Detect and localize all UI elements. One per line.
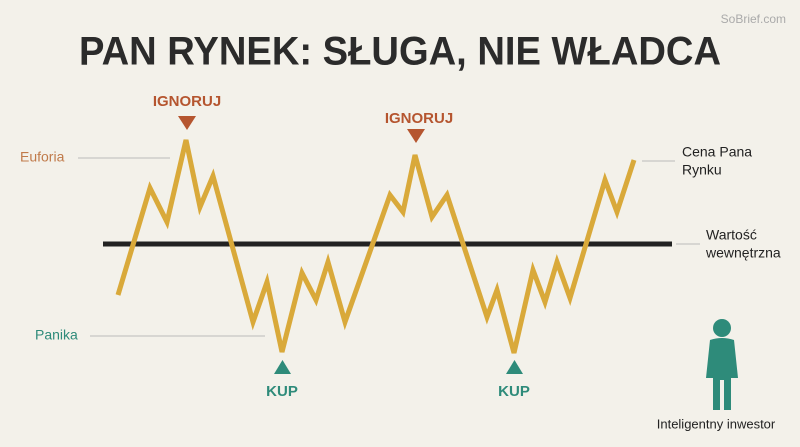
investor-icon xyxy=(706,319,738,410)
market-price-line xyxy=(115,139,637,354)
panic-label: Panika xyxy=(35,327,78,343)
down-arrow xyxy=(407,129,425,143)
intrinsic-value-label: wewnętrzna xyxy=(705,245,781,261)
up-arrow xyxy=(506,360,523,374)
intrinsic-value-label: Wartość xyxy=(706,227,757,243)
market-price-label: Rynku xyxy=(682,162,722,178)
up-arrow xyxy=(274,360,291,374)
title: PAN RYNEK: SŁUGA, NIE WŁADCA xyxy=(79,30,721,74)
investor-label: Inteligentny inwestor xyxy=(657,416,776,431)
ignore-label: IGNORUJ xyxy=(153,93,221,110)
down-arrow xyxy=(178,116,196,130)
buy-label: KUP xyxy=(266,383,298,400)
euphoria-label: Euforia xyxy=(20,149,65,165)
ignore-label: IGNORUJ xyxy=(385,110,453,127)
buy-label: KUP xyxy=(498,383,530,400)
market-price-label: Cena Pana xyxy=(682,144,752,160)
watermark: SoBrief.com xyxy=(721,12,786,26)
